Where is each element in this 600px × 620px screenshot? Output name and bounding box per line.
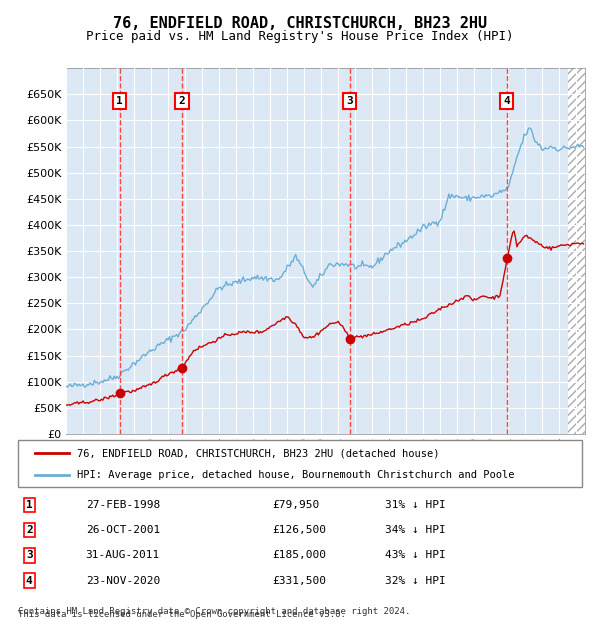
Text: 76, ENDFIELD ROAD, CHRISTCHURCH, BH23 2HU: 76, ENDFIELD ROAD, CHRISTCHURCH, BH23 2H… <box>113 16 487 30</box>
Text: Contains HM Land Registry data © Crown copyright and database right 2024.: Contains HM Land Registry data © Crown c… <box>18 607 410 616</box>
Text: £79,950: £79,950 <box>272 500 319 510</box>
Text: 2: 2 <box>179 96 185 106</box>
Text: 4: 4 <box>503 96 510 106</box>
Text: 27-FEB-1998: 27-FEB-1998 <box>86 500 160 510</box>
Text: 43% ↓ HPI: 43% ↓ HPI <box>385 551 445 560</box>
Text: 4: 4 <box>26 575 32 586</box>
Text: Price paid vs. HM Land Registry's House Price Index (HPI): Price paid vs. HM Land Registry's House … <box>86 30 514 43</box>
Text: 31-AUG-2011: 31-AUG-2011 <box>86 551 160 560</box>
Text: 76, ENDFIELD ROAD, CHRISTCHURCH, BH23 2HU (detached house): 76, ENDFIELD ROAD, CHRISTCHURCH, BH23 2H… <box>77 448 440 458</box>
FancyBboxPatch shape <box>18 440 582 487</box>
Text: 34% ↓ HPI: 34% ↓ HPI <box>385 525 445 535</box>
Bar <box>119 68 182 434</box>
Bar <box>350 68 507 434</box>
Text: £126,500: £126,500 <box>272 525 326 535</box>
Text: 23-NOV-2020: 23-NOV-2020 <box>86 575 160 586</box>
Text: £331,500: £331,500 <box>272 575 326 586</box>
Text: 1: 1 <box>26 500 32 510</box>
Text: This data is licensed under the Open Government Licence v3.0.: This data is licensed under the Open Gov… <box>18 610 346 619</box>
Bar <box>568 68 585 434</box>
Bar <box>568 68 585 434</box>
Text: 1: 1 <box>116 96 123 106</box>
Text: 26-OCT-2001: 26-OCT-2001 <box>86 525 160 535</box>
Text: 3: 3 <box>346 96 353 106</box>
Text: 32% ↓ HPI: 32% ↓ HPI <box>385 575 445 586</box>
Text: 31% ↓ HPI: 31% ↓ HPI <box>385 500 445 510</box>
Text: £185,000: £185,000 <box>272 551 326 560</box>
Text: HPI: Average price, detached house, Bournemouth Christchurch and Poole: HPI: Average price, detached house, Bour… <box>77 470 515 480</box>
Text: 2: 2 <box>26 525 32 535</box>
Text: 3: 3 <box>26 551 32 560</box>
